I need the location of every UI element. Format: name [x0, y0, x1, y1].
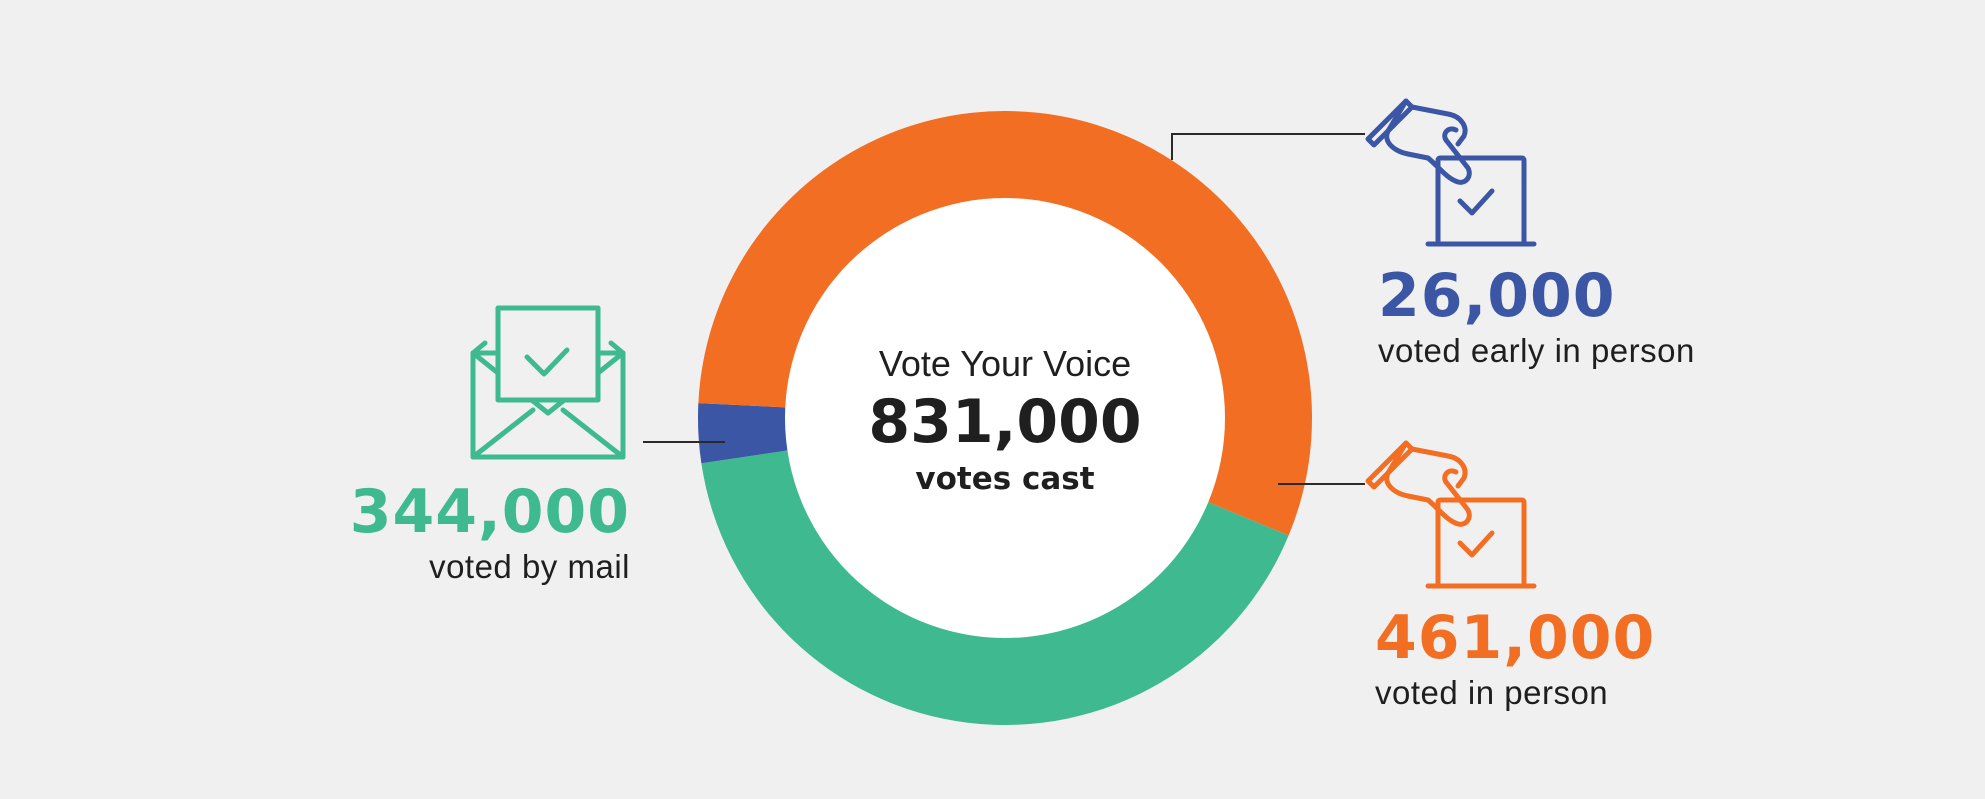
total-votes: 831,000 — [868, 387, 1142, 457]
stat-mail: 344,000 voted by mail — [300, 482, 630, 583]
chart-title: Vote Your Voice — [878, 343, 1132, 384]
hand-ballot-box-icon — [1365, 440, 1537, 589]
donut-center — [785, 198, 1225, 638]
data-label-early: 26,000 — [1378, 261, 1616, 331]
category-label-mail: voted by mail — [429, 548, 630, 585]
donut-center-label: Vote Your Voice 831,000 votes cast — [810, 346, 1200, 495]
data-label-mail: 344,000 — [349, 477, 630, 547]
leader-line-early — [1171, 133, 1365, 160]
total-votes-label: votes cast — [915, 461, 1095, 497]
envelope-check-icon — [470, 305, 626, 460]
stat-person: 461,000 voted in person — [1375, 608, 1655, 709]
category-label-early: voted early in person — [1378, 332, 1695, 369]
data-label-person: 461,000 — [1375, 603, 1656, 673]
stat-early: 26,000 voted early in person — [1378, 266, 1695, 367]
hand-ballot-box-icon — [1365, 98, 1537, 247]
category-label-person: voted in person — [1375, 674, 1609, 711]
